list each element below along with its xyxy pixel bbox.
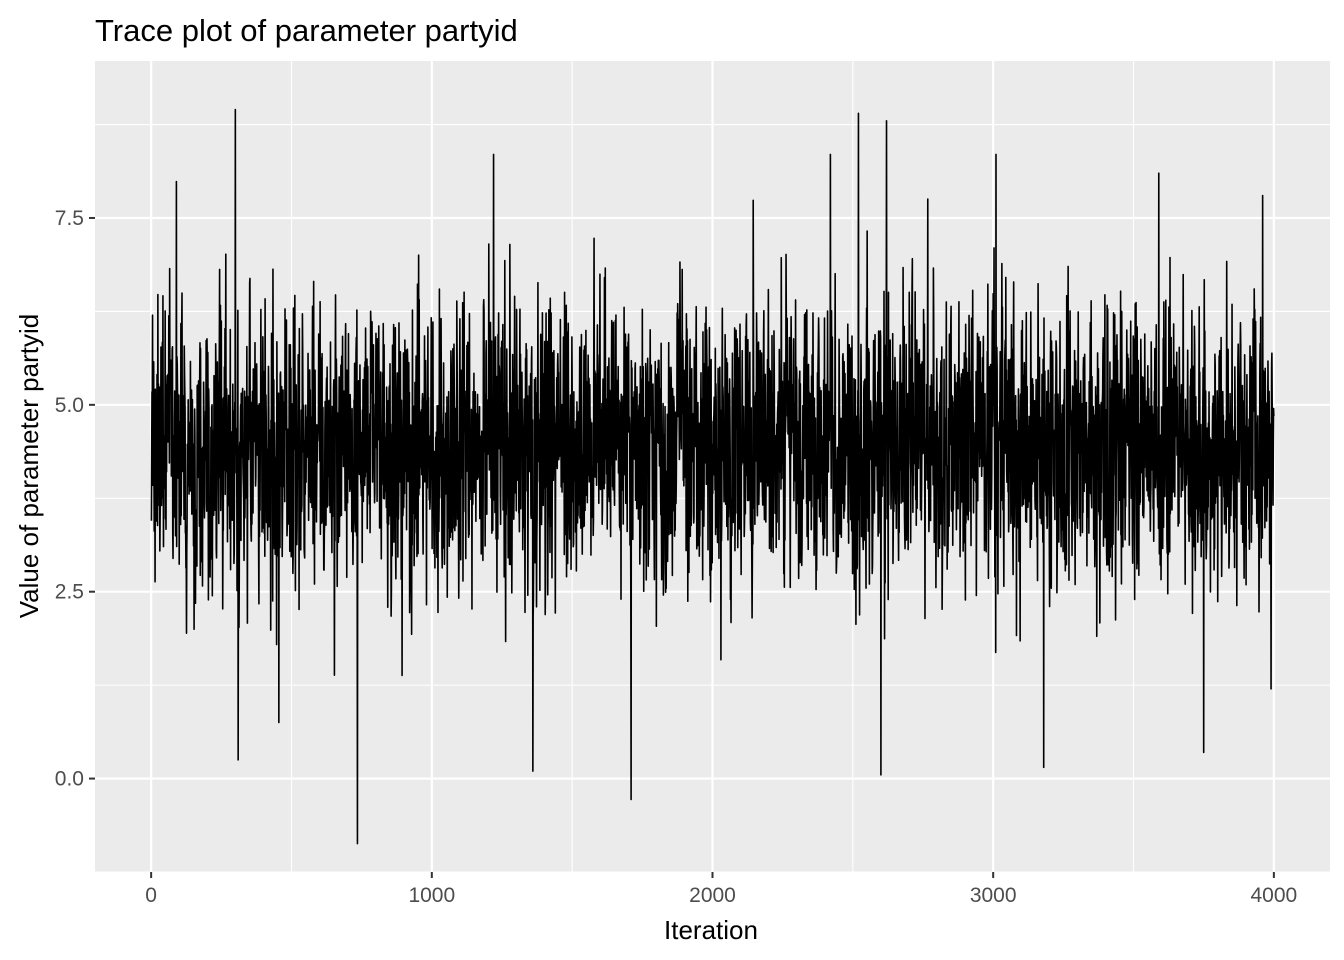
y-tick-label: 0.0 xyxy=(55,768,84,791)
y-axis-title: Value of parameter partyid xyxy=(14,314,44,618)
y-tick-label: 2.5 xyxy=(55,581,84,604)
x-tick-label: 1000 xyxy=(408,884,455,907)
x-axis: 0 1000 2000 3000 4000 xyxy=(145,872,1297,907)
x-tick-label: 0 xyxy=(145,884,157,907)
y-tick-label: 5.0 xyxy=(55,394,84,417)
trace-series xyxy=(150,108,1275,845)
x-tick-label: 4000 xyxy=(1251,884,1298,907)
x-axis-title: Iteration xyxy=(664,915,758,945)
trace-line xyxy=(150,108,1275,845)
x-tick-label: 2000 xyxy=(689,884,736,907)
chart-title: Trace plot of parameter partyid xyxy=(95,13,518,48)
y-axis: 0.0 2.5 5.0 7.5 xyxy=(55,207,95,791)
y-tick-label: 7.5 xyxy=(55,207,84,230)
x-tick-label: 3000 xyxy=(970,884,1017,907)
